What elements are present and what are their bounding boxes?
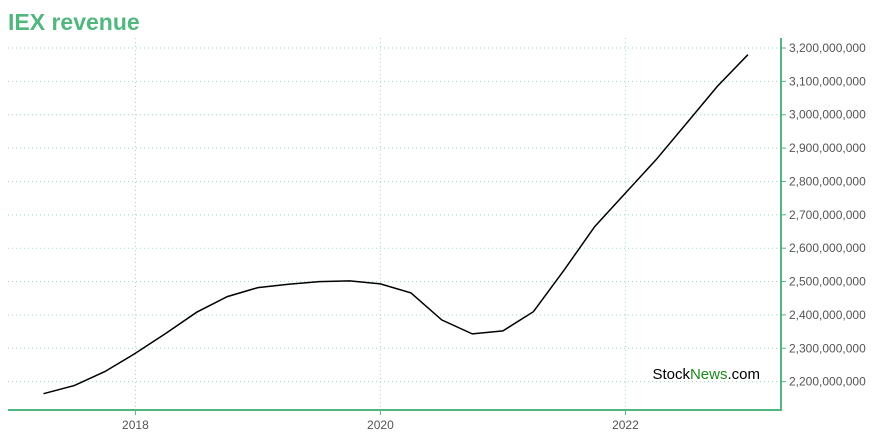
watermark-part: News [690, 366, 728, 383]
y-tick-label: 2,400,000,000 [789, 308, 866, 322]
y-tick-label: 3,100,000,000 [789, 74, 866, 88]
y-tick-label: 2,500,000,000 [789, 275, 866, 289]
chart-title: IEX revenue [8, 9, 140, 35]
watermark-part: Stock [652, 366, 690, 383]
x-tick-label: 2018 [122, 418, 149, 432]
watermark-part: .com [727, 366, 760, 383]
y-tick-label: 2,900,000,000 [789, 141, 866, 155]
y-tick-label: 2,800,000,000 [789, 174, 866, 188]
y-tick-label: 3,000,000,000 [789, 108, 866, 122]
y-tick-label: 2,200,000,000 [789, 375, 866, 389]
y-tick-label: 2,700,000,000 [789, 208, 866, 222]
y-tick-label: 2,600,000,000 [789, 241, 866, 255]
watermark: StockNews.com [652, 366, 760, 383]
x-tick-label: 2020 [367, 418, 394, 432]
y-tick-label: 2,300,000,000 [789, 341, 866, 355]
y-tick-label: 3,200,000,000 [789, 41, 866, 55]
x-tick-label: 2022 [612, 418, 639, 432]
line [43, 54, 749, 395]
